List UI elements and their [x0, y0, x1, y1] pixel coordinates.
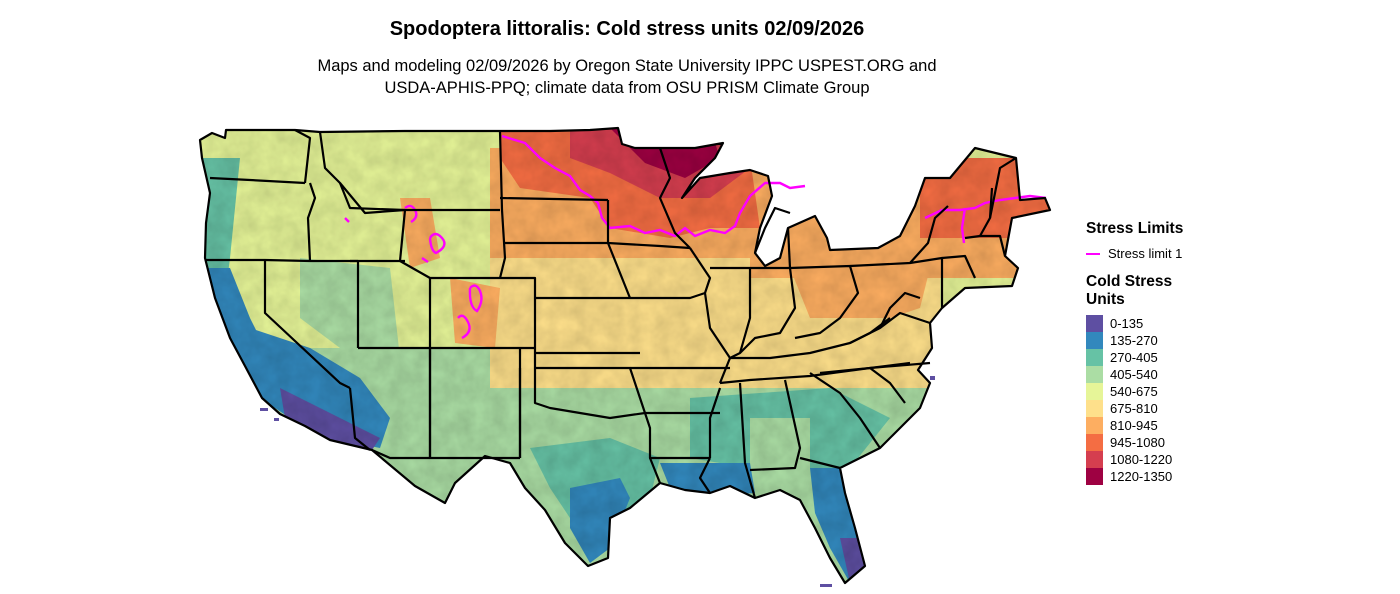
legend-bin: 945-1080	[1086, 434, 1386, 451]
legend-bin-label: 810-945	[1110, 418, 1158, 433]
map-title: Spodoptera littoralis: Cold stress units…	[389, 18, 865, 40]
legend-bin: 1080-1220	[1086, 451, 1386, 468]
map-subtitle: Maps and modeling 02/09/2026 by Oregon S…	[0, 55, 1254, 99]
legend-bin: 405-540	[1086, 366, 1386, 383]
stress-limit-line-swatch	[1086, 252, 1100, 255]
cold-stress-bins: 0-135 135-270 270-405 405-540 540-675 675-810…	[1086, 315, 1386, 485]
legend-bin: 810-945	[1086, 417, 1386, 434]
legend-bin-swatch	[1086, 400, 1103, 417]
legend-bin-label: 270-405	[1110, 350, 1158, 365]
legend-bin-swatch	[1086, 349, 1103, 366]
stress-limit-label: Stress limit 1	[1108, 246, 1183, 261]
subtitle-line-1: Maps and modeling 02/09/2026 by Oregon S…	[317, 57, 937, 75]
legend-bin-label: 945-1080	[1110, 435, 1165, 450]
legend-bin-label: 135-270	[1110, 333, 1158, 348]
legend-bin-swatch	[1086, 366, 1103, 383]
legend-bin-label: 675-810	[1110, 401, 1158, 416]
island-specks	[260, 376, 935, 587]
legend-bin-swatch	[1086, 451, 1103, 468]
stress-limits-title: Stress Limits	[1086, 220, 1184, 237]
stress-limit-legend-item: Stress limit 1	[1086, 246, 1386, 261]
legend-bin-label: 0-135	[1110, 316, 1144, 331]
stress-raster	[200, 128, 1050, 583]
state-boundaries	[198, 126, 1052, 585]
legend-bin-label: 1220-1350	[1110, 469, 1173, 484]
cold-stress-units-title: Cold Stress Units	[1086, 273, 1386, 309]
legend-bin: 270-405	[1086, 349, 1386, 366]
subtitle-line-2: USDA-APHIS-PPQ; climate data from OSU PR…	[384, 79, 870, 97]
legend-bin: 0-135	[1086, 315, 1386, 332]
us-cold-stress-map	[198, 126, 1052, 587]
legend-bin: 540-675	[1086, 383, 1386, 400]
legend-bin: 135-270	[1086, 332, 1386, 349]
legend-bin-label: 540-675	[1110, 384, 1158, 399]
legend: Stress Limits Stress limit 1 Cold Stress…	[1086, 220, 1386, 485]
legend-bin: 1220-1350	[1086, 468, 1386, 485]
units-title-line-2: Units	[1086, 291, 1125, 308]
units-title-line-1: Cold Stress	[1086, 273, 1173, 290]
legend-bin-swatch	[1086, 332, 1103, 349]
legend-bin: 675-810	[1086, 400, 1386, 417]
legend-bin-swatch	[1086, 315, 1103, 332]
legend-bin-swatch	[1086, 417, 1103, 434]
legend-bin-label: 1080-1220	[1110, 452, 1173, 467]
legend-bin-swatch	[1086, 434, 1103, 451]
legend-bin-swatch	[1086, 468, 1103, 485]
legend-bin-swatch	[1086, 383, 1103, 400]
legend-bin-label: 405-540	[1110, 367, 1158, 382]
